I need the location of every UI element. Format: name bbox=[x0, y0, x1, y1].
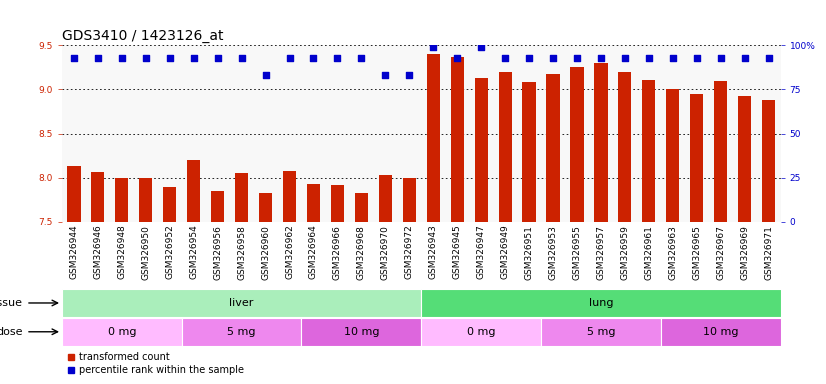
Bar bbox=[595, 63, 607, 222]
Bar bbox=[283, 171, 296, 222]
Bar bbox=[738, 96, 751, 222]
Bar bbox=[235, 173, 248, 222]
Bar bbox=[451, 57, 463, 222]
Point bbox=[426, 44, 439, 50]
Point bbox=[642, 55, 655, 61]
Bar bbox=[355, 193, 368, 222]
Bar bbox=[475, 78, 487, 222]
Point bbox=[762, 55, 775, 61]
Bar bbox=[523, 83, 535, 222]
Point bbox=[450, 55, 463, 61]
Point bbox=[666, 55, 679, 61]
Point bbox=[402, 72, 415, 78]
Bar bbox=[714, 81, 727, 222]
Point bbox=[714, 55, 727, 61]
Text: 5 mg: 5 mg bbox=[227, 327, 256, 337]
Point bbox=[474, 44, 487, 50]
Point bbox=[282, 55, 296, 61]
Point bbox=[594, 55, 607, 61]
Bar bbox=[427, 54, 439, 222]
Bar bbox=[211, 191, 224, 222]
Text: tissue: tissue bbox=[0, 298, 22, 308]
Bar bbox=[691, 94, 703, 222]
Bar bbox=[62, 318, 182, 346]
Point bbox=[354, 55, 368, 61]
Text: lung: lung bbox=[589, 298, 613, 308]
Point bbox=[690, 55, 703, 61]
Bar bbox=[403, 178, 415, 222]
Text: dose: dose bbox=[0, 327, 22, 337]
Text: 10 mg: 10 mg bbox=[703, 327, 738, 337]
Text: 0 mg: 0 mg bbox=[467, 327, 496, 337]
Point bbox=[187, 55, 200, 61]
Bar bbox=[62, 289, 421, 317]
Point bbox=[738, 55, 751, 61]
Bar bbox=[547, 74, 559, 222]
Point bbox=[211, 55, 224, 61]
Bar bbox=[140, 178, 152, 222]
Text: 0 mg: 0 mg bbox=[107, 327, 136, 337]
Bar bbox=[116, 178, 128, 222]
Point bbox=[235, 55, 248, 61]
Point bbox=[546, 55, 559, 61]
Point bbox=[330, 55, 344, 61]
Bar bbox=[301, 318, 421, 346]
Bar bbox=[643, 80, 655, 222]
Point bbox=[259, 72, 272, 78]
Text: liver: liver bbox=[230, 298, 254, 308]
Text: 10 mg: 10 mg bbox=[344, 327, 379, 337]
Bar bbox=[661, 318, 781, 346]
Point bbox=[139, 55, 152, 61]
Point bbox=[522, 55, 535, 61]
Point bbox=[91, 55, 104, 61]
Bar bbox=[571, 68, 583, 222]
Bar bbox=[499, 72, 511, 222]
Text: 5 mg: 5 mg bbox=[586, 327, 615, 337]
Bar bbox=[619, 72, 631, 222]
Bar bbox=[541, 318, 661, 346]
Point bbox=[618, 55, 631, 61]
Bar bbox=[379, 175, 392, 222]
Bar bbox=[307, 184, 320, 222]
Bar bbox=[188, 160, 200, 222]
Bar bbox=[762, 100, 775, 222]
Bar bbox=[92, 172, 104, 222]
Bar bbox=[259, 193, 272, 222]
Point bbox=[67, 55, 81, 61]
Text: GDS3410 / 1423126_at: GDS3410 / 1423126_at bbox=[62, 29, 224, 43]
Bar bbox=[68, 166, 80, 222]
Bar bbox=[421, 289, 781, 317]
Bar bbox=[164, 187, 176, 222]
Point bbox=[378, 72, 392, 78]
Point bbox=[306, 55, 320, 61]
Point bbox=[570, 55, 583, 61]
Bar bbox=[331, 185, 344, 222]
Point bbox=[115, 55, 129, 61]
Bar bbox=[667, 89, 679, 222]
Bar bbox=[421, 318, 541, 346]
Bar bbox=[182, 318, 301, 346]
Legend: transformed count, percentile rank within the sample: transformed count, percentile rank withi… bbox=[67, 353, 244, 375]
Point bbox=[163, 55, 176, 61]
Point bbox=[498, 55, 511, 61]
